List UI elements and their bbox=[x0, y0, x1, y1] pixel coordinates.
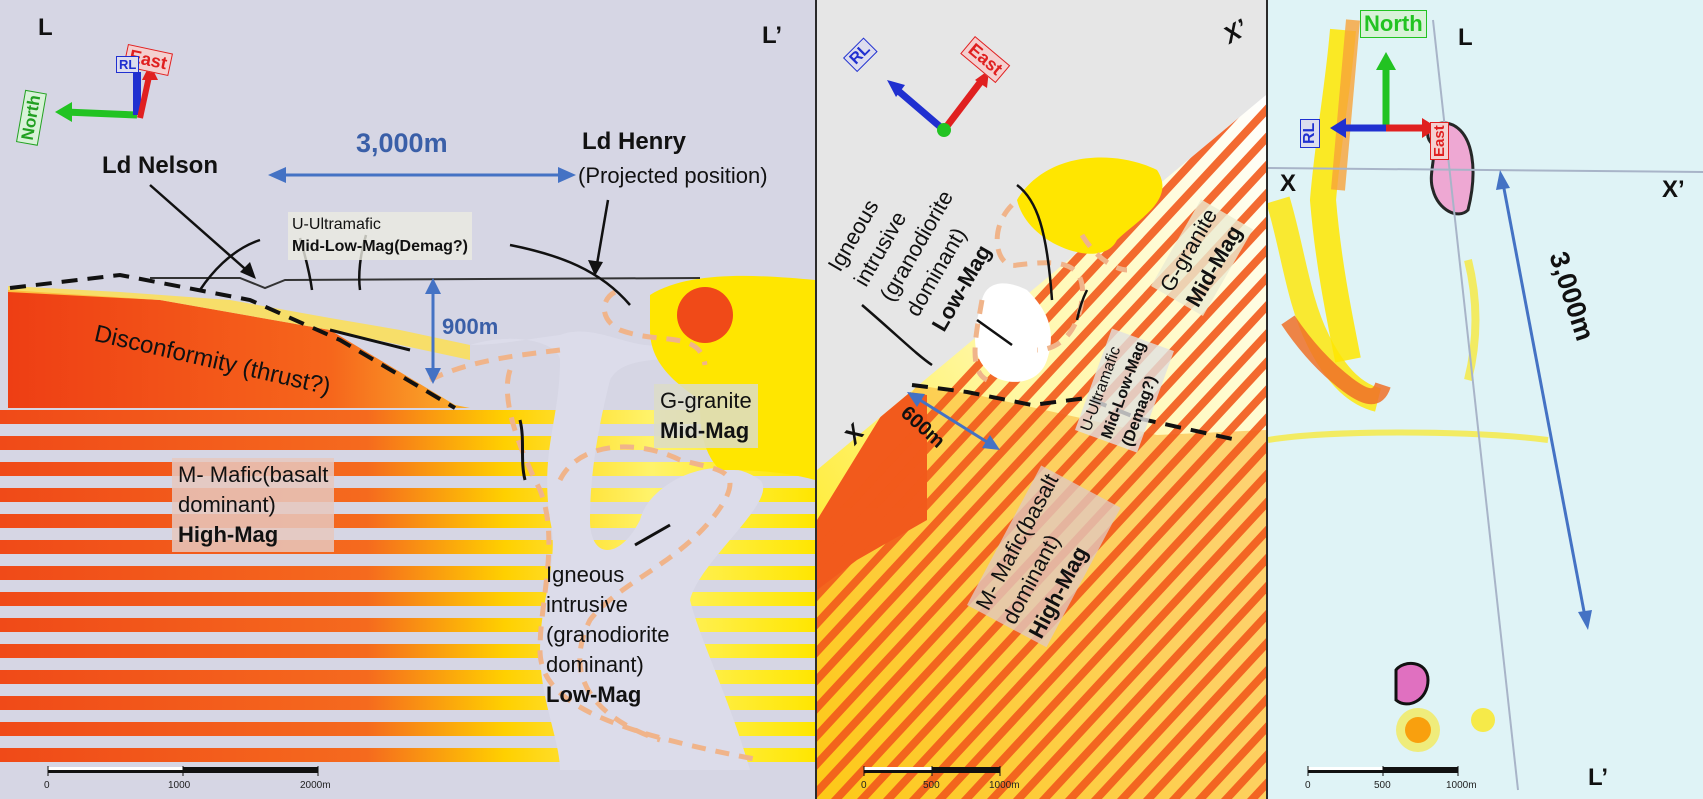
mafic-stripe bbox=[817, 95, 1266, 799]
east-axis-label: East bbox=[1430, 122, 1449, 160]
ld-nelson-label: Ld Nelson bbox=[102, 152, 219, 179]
marker-x: X bbox=[1280, 170, 1297, 197]
granite-box: G-granite Mid-Mag bbox=[654, 384, 758, 448]
mafic-line1: M- Mafic(basalt bbox=[178, 462, 329, 487]
mafic-stripe bbox=[817, 95, 1266, 799]
scale-tick: 1000m bbox=[1446, 780, 1477, 791]
ld-henry-label: Ld Henry bbox=[582, 128, 687, 155]
ultramafic-box: U-Ultramafic Mid-Low-Mag(Demag?) bbox=[288, 212, 472, 260]
scale-tick: 2000m bbox=[300, 780, 331, 791]
igneous-line1: Igneous bbox=[546, 562, 625, 587]
mafic-stripe bbox=[1022, 95, 1266, 799]
marker-l: L bbox=[1458, 24, 1473, 51]
distance-arrow bbox=[1500, 177, 1588, 623]
igneous-mag: Low-Mag bbox=[546, 682, 642, 707]
mafic-stripe bbox=[817, 95, 1266, 799]
section-line-x bbox=[1268, 167, 1703, 173]
anomaly-trend bbox=[1309, 28, 1361, 363]
mafic-stripe bbox=[817, 95, 1266, 799]
scale-tick: 1000m bbox=[989, 780, 1020, 791]
granite-mag: Mid-Mag bbox=[660, 418, 750, 443]
ultramafic-mag: Mid-Low-Mag(Demag?) bbox=[292, 238, 468, 255]
mafic-stripe bbox=[1126, 95, 1266, 799]
mafic-stripe bbox=[866, 95, 1266, 799]
disconformity-line bbox=[9, 272, 457, 410]
igneous-line2: intrusive bbox=[546, 592, 628, 617]
mafic-mag: High-Mag bbox=[178, 522, 279, 547]
igneous-line3: (granodiorite bbox=[546, 622, 670, 647]
mafic-stripe bbox=[0, 436, 815, 450]
scale-tick: 500 bbox=[923, 780, 940, 791]
yellow-fringe bbox=[8, 286, 470, 360]
contact-line bbox=[972, 299, 989, 383]
contact-line bbox=[601, 289, 708, 366]
anomaly-trend bbox=[1268, 429, 1549, 443]
mafic-stripe bbox=[840, 95, 1266, 799]
north-axis-label: North bbox=[1360, 10, 1427, 38]
mafic-stripe bbox=[0, 410, 815, 424]
plan-view-panel: North RL East L X X’ L’ 3,000m 0 500 100… bbox=[1268, 0, 1703, 799]
cross-section-graphic bbox=[817, 70, 1266, 799]
igneous-line4: dominant) bbox=[546, 652, 644, 677]
long-section-panel: L L’ East North RL 3,000m Ld Nelson Ld H… bbox=[0, 0, 815, 799]
intrusive-zone bbox=[470, 307, 815, 770]
intrusive-zone bbox=[975, 283, 1051, 382]
scale-tick: 0 bbox=[44, 780, 50, 791]
scale-tick: 1000 bbox=[168, 780, 191, 791]
mafic-stripe bbox=[1048, 95, 1266, 799]
mafic-wedge bbox=[8, 290, 470, 408]
marker-x-prime: X’ bbox=[1662, 176, 1685, 203]
mafic-stripe bbox=[944, 95, 1266, 799]
plan-view-graphic bbox=[1268, 19, 1703, 791]
pit-outline bbox=[1394, 661, 1430, 706]
mafic-stripe bbox=[817, 95, 1266, 799]
mafic-line2: dominant) bbox=[178, 492, 276, 517]
anomaly-trend bbox=[1281, 315, 1391, 405]
depth-label: 900m bbox=[442, 314, 499, 339]
disconformity-line bbox=[911, 383, 1238, 442]
scale-tick: 0 bbox=[861, 780, 867, 791]
mafic-stripe bbox=[1074, 95, 1266, 799]
ld-henry-note: (Projected position) bbox=[578, 163, 768, 188]
rl-axis-label: RL bbox=[1300, 118, 1320, 148]
mafic-stripe bbox=[918, 95, 1266, 799]
contact-line bbox=[994, 203, 1086, 353]
cross-section-panel: RL East X’ X Igneous intrusive (granodio… bbox=[817, 0, 1266, 799]
marker-l-prime: L’ bbox=[1588, 764, 1609, 791]
mafic-stripe bbox=[970, 95, 1266, 799]
mafic-stripe bbox=[996, 95, 1266, 799]
mafic-stripe bbox=[817, 95, 1266, 799]
corner-label-l: L bbox=[38, 14, 53, 41]
rl-axis-label: RL bbox=[116, 56, 140, 73]
ultramafic-title: U-Ultramafic bbox=[292, 216, 381, 233]
topography-line bbox=[150, 277, 701, 290]
scale-tick: 0 bbox=[1305, 780, 1311, 791]
corner-label-l-prime: L’ bbox=[762, 22, 783, 49]
mafic-stripe bbox=[892, 95, 1266, 799]
red-spot bbox=[677, 287, 733, 343]
mafic-stripe bbox=[817, 95, 1266, 799]
scale-tick: 500 bbox=[1374, 780, 1391, 791]
mafic-box: M- Mafic(basalt dominant) High-Mag bbox=[172, 458, 335, 552]
contact-line bbox=[428, 347, 761, 763]
mafic-stripe bbox=[1100, 95, 1266, 799]
igneous-label: Igneous intrusive (granodiorite dominant… bbox=[546, 560, 670, 710]
granite-title: G-granite bbox=[660, 388, 752, 413]
mafic-stripe bbox=[817, 95, 1266, 799]
contact-line bbox=[1079, 233, 1128, 273]
distance-label: 3,000m bbox=[356, 128, 448, 158]
depth-arrow bbox=[911, 393, 996, 449]
granite-zone bbox=[1017, 157, 1163, 254]
mafic-stripe bbox=[0, 592, 815, 606]
